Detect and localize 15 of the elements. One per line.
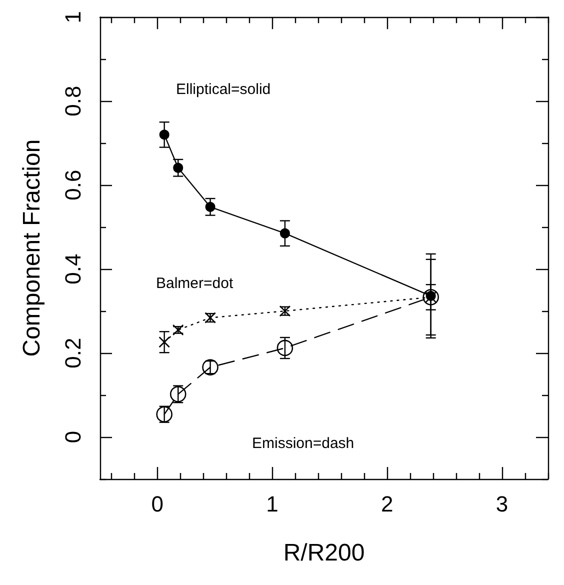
x-tick-label: 1 — [266, 492, 278, 516]
y-axis-title: Component Fraction — [18, 139, 46, 357]
y-tick-label: 0.4 — [60, 254, 86, 284]
y-tick-label: 0 — [60, 430, 86, 444]
annotation: Balmer=dot — [156, 275, 234, 292]
y-tick-label: 0.2 — [60, 338, 86, 368]
y-tick-label: 1 — [60, 10, 86, 24]
x-tick-label: 0 — [151, 492, 164, 516]
x-tick-label: 3 — [496, 492, 508, 516]
annotation: Emission=dash — [252, 435, 354, 452]
y-tick-label: 0.6 — [60, 170, 86, 200]
x-axis-title: R/R200 — [283, 540, 365, 566]
x-tick-label: 2 — [381, 492, 394, 516]
y-tick-label: 0.8 — [60, 86, 86, 116]
annotation: Elliptical=solid — [176, 81, 271, 98]
